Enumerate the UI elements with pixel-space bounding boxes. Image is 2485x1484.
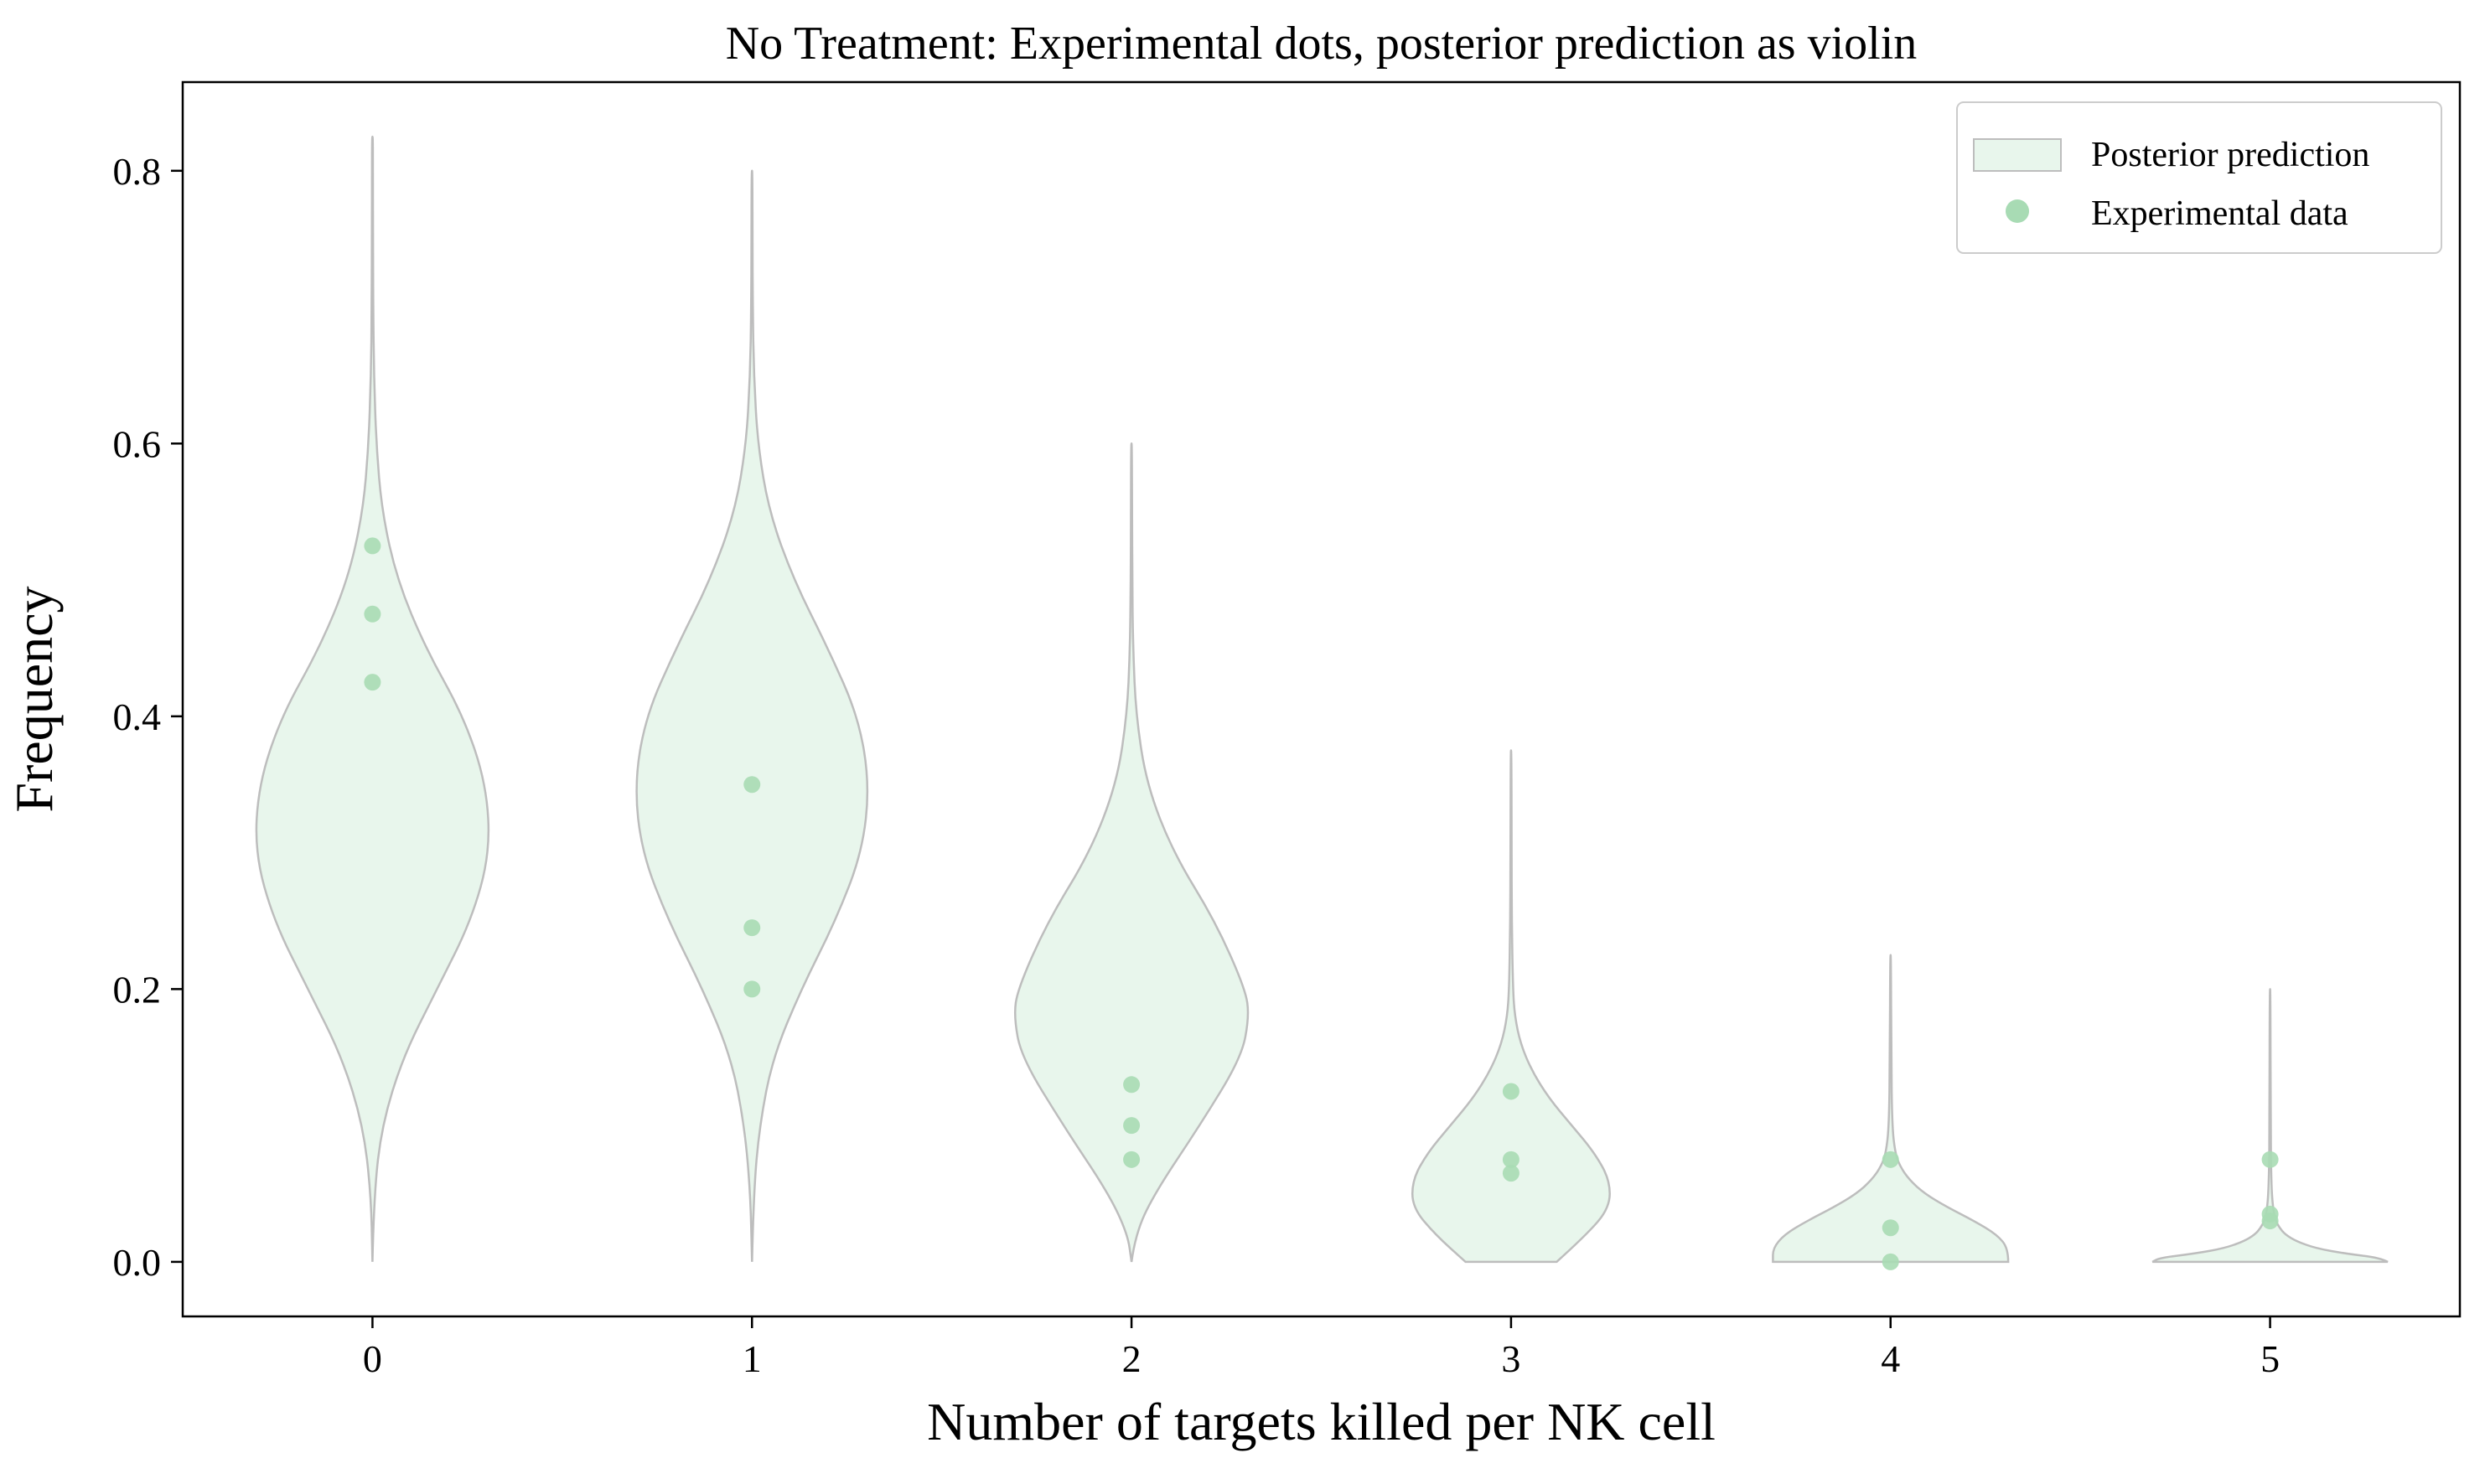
violin-0 xyxy=(255,135,490,1262)
data-point-2-0 xyxy=(1123,1076,1141,1094)
y-tick-label: 0.4 xyxy=(113,695,162,738)
x-tick-label: 5 xyxy=(2260,1337,2280,1380)
legend-label-posterior: Posterior prediction xyxy=(2091,136,2369,174)
data-point-1-2 xyxy=(743,980,761,998)
x-axis: 0 1 2 3 4 5 xyxy=(363,1316,2280,1380)
legend-label-experimental: Experimental data xyxy=(2091,194,2348,233)
data-point-3-2 xyxy=(1502,1165,1519,1182)
x-tick-label: 0 xyxy=(363,1337,382,1380)
data-point-2-1 xyxy=(1123,1117,1141,1135)
data-point-4-1 xyxy=(1882,1219,1899,1237)
data-point-3-0 xyxy=(1502,1083,1519,1100)
data-point-4-2 xyxy=(1882,1253,1899,1270)
x-axis-label: Number of targets killed per NK cell xyxy=(927,1392,1716,1451)
data-point-2-2 xyxy=(1123,1150,1141,1168)
y-axis-label: Frequency xyxy=(4,586,64,812)
y-axis: 0.0 0.2 0.4 0.6 0.8 xyxy=(113,150,183,1284)
violin-3 xyxy=(1411,749,1611,1264)
y-tick-label: 0.6 xyxy=(113,422,162,465)
y-tick-label: 0.2 xyxy=(113,968,162,1011)
data-point-3-1 xyxy=(1502,1150,1519,1168)
legend-dot-swatch xyxy=(2006,199,2029,223)
x-tick-label: 4 xyxy=(1881,1337,1900,1380)
x-tick-label: 1 xyxy=(743,1337,762,1380)
legend: Posterior prediction Experimental data xyxy=(1956,101,2442,254)
legend-violin-swatch xyxy=(1973,138,2062,172)
data-point-5-2 xyxy=(2261,1213,2279,1230)
y-tick-label: 0.8 xyxy=(113,150,162,193)
plot-frame xyxy=(181,80,2462,1318)
data-point-1-0 xyxy=(743,776,761,794)
chart-title: No Treatment: Experimental dots, posteri… xyxy=(726,18,1918,70)
data-point-5-0 xyxy=(2261,1150,2279,1168)
violins-layer xyxy=(255,135,2389,1264)
violin-1 xyxy=(635,169,869,1262)
violin-4 xyxy=(1772,954,2010,1264)
x-tick-label: 2 xyxy=(1122,1337,1142,1380)
data-point-0-2 xyxy=(364,674,381,691)
points-layer xyxy=(364,537,2279,1270)
y-tick-label: 0.0 xyxy=(113,1241,162,1284)
violin-2 xyxy=(1013,442,1250,1263)
data-point-4-0 xyxy=(1882,1150,1899,1168)
data-point-1-1 xyxy=(743,919,761,937)
x-tick-label: 3 xyxy=(1501,1337,1520,1380)
data-point-0-1 xyxy=(364,605,381,623)
legend-box xyxy=(1956,101,2442,254)
data-point-0-0 xyxy=(364,537,381,555)
violin-5 xyxy=(2151,988,2389,1264)
